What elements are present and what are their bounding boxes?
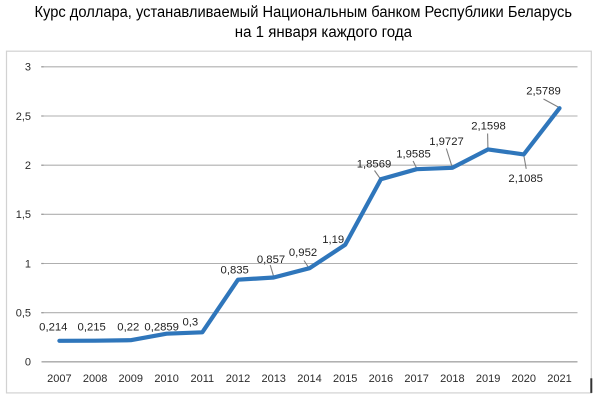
svg-text:0,835: 0,835 — [221, 265, 249, 277]
svg-text:2016: 2016 — [369, 373, 393, 385]
svg-text:1: 1 — [25, 258, 31, 270]
svg-text:1,9585: 1,9585 — [396, 149, 431, 161]
svg-text:0,857: 0,857 — [257, 254, 285, 266]
svg-text:2021: 2021 — [547, 373, 571, 385]
svg-text:1,8569: 1,8569 — [357, 158, 392, 170]
svg-text:0,22: 0,22 — [117, 322, 139, 334]
svg-text:0,5: 0,5 — [16, 308, 31, 320]
svg-text:2010: 2010 — [154, 373, 178, 385]
svg-text:1,19: 1,19 — [322, 234, 344, 246]
svg-text:0,3: 0,3 — [182, 316, 198, 328]
svg-text:2009: 2009 — [119, 373, 143, 385]
svg-text:2,5789: 2,5789 — [526, 85, 561, 97]
svg-text:2014: 2014 — [297, 373, 321, 385]
svg-text:на 1 января каждого года: на 1 января каждого года — [235, 24, 413, 41]
svg-text:2,1598: 2,1598 — [471, 121, 506, 133]
svg-text:3: 3 — [25, 62, 31, 74]
svg-text:2011: 2011 — [190, 373, 214, 385]
svg-text:1,5: 1,5 — [16, 209, 31, 221]
svg-text:0,2859: 0,2859 — [144, 322, 179, 334]
svg-text:2,5: 2,5 — [16, 111, 31, 123]
svg-text:1,9727: 1,9727 — [429, 136, 464, 148]
svg-text:2007: 2007 — [47, 373, 71, 385]
svg-text:2018: 2018 — [440, 373, 464, 385]
svg-text:2008: 2008 — [83, 373, 107, 385]
svg-text:2,1085: 2,1085 — [508, 173, 543, 185]
svg-text:2012: 2012 — [226, 373, 250, 385]
svg-text:0,952: 0,952 — [289, 247, 317, 259]
svg-text:2017: 2017 — [404, 373, 428, 385]
svg-text:2015: 2015 — [333, 373, 357, 385]
svg-text:2: 2 — [25, 160, 31, 172]
svg-text:Курс доллара, устанавливаемый: Курс доллара, устанавливаемый Национальн… — [35, 4, 573, 21]
svg-text:2020: 2020 — [512, 373, 536, 385]
svg-text:0,214: 0,214 — [39, 322, 67, 334]
svg-text:0: 0 — [25, 357, 31, 369]
svg-text:2013: 2013 — [261, 373, 285, 385]
svg-text:2019: 2019 — [476, 373, 500, 385]
svg-text:0,215: 0,215 — [78, 322, 106, 334]
